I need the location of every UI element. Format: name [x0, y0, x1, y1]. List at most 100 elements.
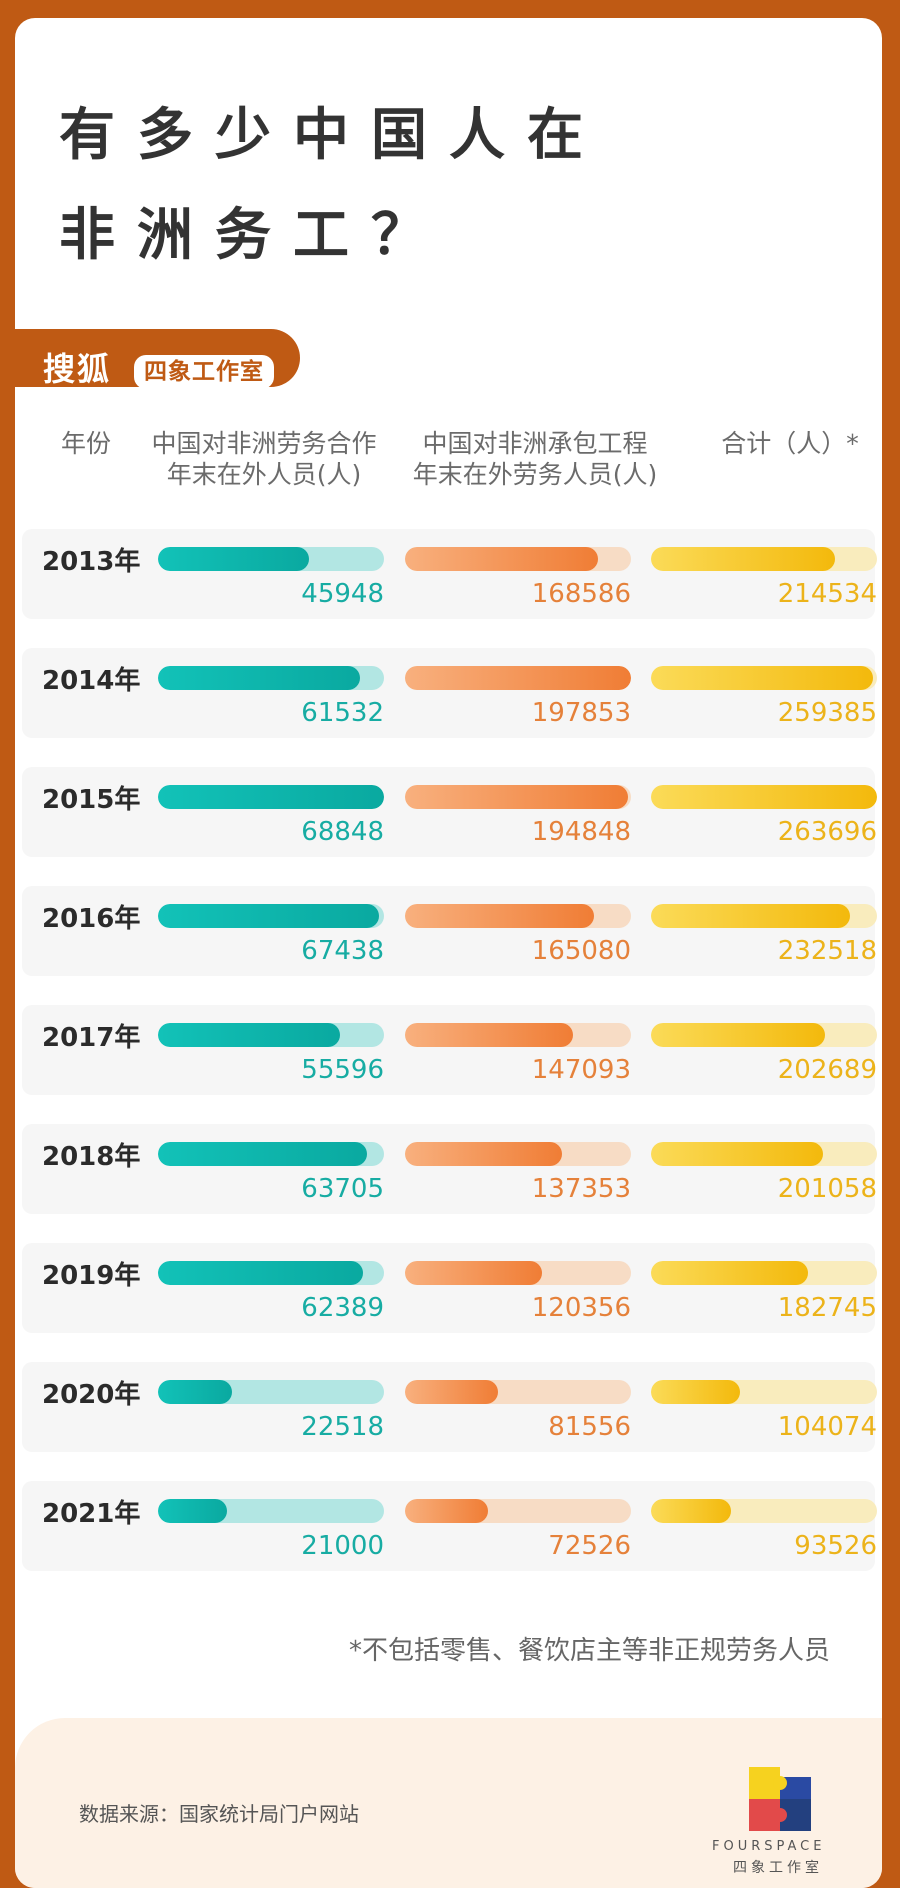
value-label-series-1: 55596 — [301, 1055, 384, 1085]
bar-series-1 — [158, 1261, 363, 1285]
footnote: *不包括零售、餐饮店主等非正规劳务人员 — [348, 1636, 830, 1666]
bar-track — [405, 904, 631, 928]
table-row: 2017年 55596 147093 202689 — [22, 1005, 877, 1095]
bar-series-2 — [405, 785, 628, 809]
table-row: 2019年 62389 120356 182745 — [22, 1243, 877, 1333]
bar-track — [651, 666, 877, 690]
bar-track — [158, 666, 384, 690]
year-label: 2020年 — [42, 1380, 141, 1410]
bar-series-1 — [158, 785, 384, 809]
bar-series-1 — [158, 1023, 341, 1047]
value-label-series-3: 214534 — [777, 579, 877, 609]
footer: 数据来源：国家统计局门户网站 FOURSPACE 四象工作室 — [15, 1718, 882, 1888]
bar-track — [651, 1023, 877, 1047]
bar-series-1 — [158, 666, 360, 690]
year-label: 2013年 — [42, 547, 141, 577]
value-label-series-1: 61532 — [301, 698, 384, 728]
value-label-series-2: 194848 — [531, 817, 631, 847]
bar-series-3 — [651, 1499, 732, 1523]
bar-series-3 — [651, 666, 874, 690]
table-row: 2015年 68848 194848 263696 — [22, 767, 877, 857]
value-label-series-2: 72526 — [548, 1531, 631, 1561]
year-label: 2014年 — [42, 666, 141, 696]
bar-track — [651, 547, 877, 571]
bar-series-2 — [405, 547, 598, 571]
bar-series-2 — [405, 1261, 543, 1285]
value-label-series-3: 201058 — [777, 1174, 877, 1204]
value-label-series-2: 197853 — [531, 698, 631, 728]
bar-series-1 — [158, 1380, 232, 1404]
year-label: 2021年 — [42, 1499, 141, 1529]
year-label: 2015年 — [42, 785, 141, 815]
bar-track — [405, 1023, 631, 1047]
year-label: 2019年 — [42, 1261, 141, 1291]
value-label-series-2: 137353 — [531, 1174, 631, 1204]
bar-track — [651, 785, 877, 809]
value-label-series-3: 93526 — [794, 1531, 877, 1561]
bar-track — [405, 1380, 631, 1404]
table-row: 2020年 22518 81556 104074 — [22, 1362, 877, 1452]
bar-track — [158, 1142, 384, 1166]
bar-series-1 — [158, 547, 309, 571]
bar-series-3 — [651, 785, 877, 809]
bar-series-3 — [651, 1142, 824, 1166]
fourspace-logo-icon — [749, 1767, 811, 1831]
value-label-series-3: 263696 — [777, 817, 877, 847]
bar-track — [651, 1261, 877, 1285]
bar-series-2 — [405, 1380, 499, 1404]
bar-track — [405, 547, 631, 571]
value-label-series-3: 202689 — [777, 1055, 877, 1085]
bar-series-3 — [651, 1023, 825, 1047]
bar-track — [158, 1023, 384, 1047]
bar-series-1 — [158, 904, 380, 928]
title-line-2: 非洲务工？ — [59, 203, 449, 268]
logo-text-en: FOURSPACE — [712, 1839, 826, 1854]
header-labor: 中国对非洲劳务合作 年末在外人员(人) — [151, 429, 377, 489]
table-row: 2016年 67438 165080 232518 — [22, 886, 877, 976]
logo-text-cn: 四象工作室 — [733, 1860, 823, 1876]
bar-series-3 — [651, 1261, 808, 1285]
value-label-series-2: 147093 — [531, 1055, 631, 1085]
value-label-series-2: 168586 — [531, 579, 631, 609]
value-label-series-2: 81556 — [548, 1412, 631, 1442]
bar-track — [651, 1380, 877, 1404]
bar-track — [158, 547, 384, 571]
bar-track — [405, 1499, 631, 1523]
header-contract: 中国对非洲承包工程 年末在外劳务人员(人) — [412, 429, 658, 489]
bar-series-2 — [405, 1499, 488, 1523]
data-source: 数据来源：国家统计局门户网站 — [79, 1802, 359, 1826]
bar-track — [405, 785, 631, 809]
bar-series-2 — [405, 904, 594, 928]
bar-track — [405, 666, 631, 690]
table-row: 2014年 61532 197853 259385 — [22, 648, 877, 738]
year-label: 2018年 — [42, 1142, 141, 1172]
header-total: 合计（人）* — [721, 429, 859, 458]
bar-series-3 — [651, 547, 835, 571]
value-label-series-1: 67438 — [301, 936, 384, 966]
bar-track — [405, 1261, 631, 1285]
bar-track — [158, 1380, 384, 1404]
table-row: 2018年 63705 137353 201058 — [22, 1124, 877, 1214]
value-label-series-2: 120356 — [531, 1293, 631, 1323]
bar-track — [651, 1142, 877, 1166]
infographic-card: 有多少中国人在 非洲务工？ 搜狐 四象工作室 年份 中国对非洲劳务合作 年末在外… — [15, 18, 882, 1888]
bar-series-3 — [651, 904, 851, 928]
bar-track — [158, 1261, 384, 1285]
bar-series-2 — [405, 1023, 573, 1047]
value-label-series-1: 63705 — [301, 1174, 384, 1204]
bar-track — [158, 785, 384, 809]
table-row: 2021年 21000 72526 93526 — [22, 1481, 877, 1571]
brand-logo: 搜狐 — [43, 350, 112, 388]
value-label-series-1: 21000 — [301, 1531, 384, 1561]
bar-track — [158, 1499, 384, 1523]
bar-track — [405, 1142, 631, 1166]
value-label-series-3: 182745 — [777, 1293, 877, 1323]
bar-series-1 — [158, 1142, 368, 1166]
value-label-series-1: 45948 — [301, 579, 384, 609]
value-label-series-1: 62389 — [301, 1293, 384, 1323]
bar-track — [158, 904, 384, 928]
year-label: 2016年 — [42, 904, 141, 934]
value-label-series-3: 232518 — [777, 936, 877, 966]
bar-series-1 — [158, 1499, 227, 1523]
header-year: 年份 — [60, 429, 111, 458]
